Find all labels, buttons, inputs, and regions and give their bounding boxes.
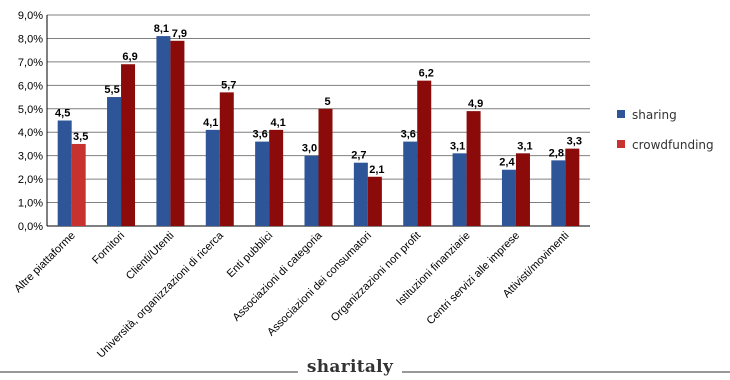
bar-sharing [452,153,467,226]
data-label-crowdfunding: 3,3 [567,136,582,148]
bar-sharing [107,97,122,226]
data-label-sharing: 3,0 [302,143,317,155]
brand-logo: sharitaly [307,357,394,377]
y-tick-label: 3,0% [18,151,43,163]
legend: sharing crowdfunding [617,108,714,152]
bar-crowdfunding [219,92,234,226]
legend-label-sharing: sharing [632,108,677,122]
data-label-crowdfunding: 4,9 [468,98,483,110]
y-tick-label: 1,0% [18,198,43,210]
legend-label-crowdfunding: crowdfunding [632,138,714,152]
data-label-crowdfunding: 6,2 [419,68,434,80]
data-label-crowdfunding: 6,9 [122,51,137,63]
bar-sharing [57,120,72,226]
bar-crowdfunding [269,129,284,226]
bar-sharing [353,162,368,226]
y-tick-label: 0,0% [18,221,43,233]
data-label-crowdfunding: 3,1 [517,140,532,152]
data-label-sharing: 4,1 [203,117,218,129]
footer: sharitaly [0,357,730,377]
data-label-sharing: 4,5 [55,108,70,120]
y-tick-label: 9,0% [18,10,43,22]
bar-crowdfunding [170,40,185,227]
bar-crowdfunding [565,148,580,226]
data-label-crowdfunding: 7,9 [172,28,187,40]
data-label-crowdfunding: 3,5 [73,131,88,143]
data-label-crowdfunding: 5 [324,96,330,108]
bar-sharing [551,160,566,226]
data-label-sharing: 2,4 [499,157,515,169]
data-label-sharing: 2,7 [351,150,366,162]
data-label-sharing: 3,6 [252,129,267,141]
x-tick-label: Organizzazioni non profit [329,230,424,325]
y-tick-label: 2,0% [18,174,43,186]
bar-crowdfunding [121,64,136,226]
data-label-crowdfunding: 4,1 [270,117,285,129]
x-tick-label: Fornitori [90,230,127,267]
legend-swatch-sharing [617,110,625,118]
data-labels: 4,53,55,56,98,1 7,94,15,73,64,13,052,72,1… [55,23,582,176]
bar-crowdfunding [71,143,86,226]
bar-sharing [205,129,220,226]
y-tick-label: 8,0% [18,33,43,45]
x-axis-ticks: Altre piattaforme FornitoriClienti/Utenti… [12,229,571,360]
bar-crowdfunding [318,108,333,226]
bar-sharing [304,155,319,226]
data-label-sharing: 2,8 [549,147,564,159]
bar-sharing [156,36,171,226]
y-tick-label: 6,0% [18,80,43,92]
data-label-sharing: 8,1 [154,23,169,35]
x-tick-label: Altre piattaforme [12,230,78,296]
y-tick-label: 4,0% [18,127,43,139]
data-label-sharing: 3,6 [401,129,416,141]
bar-crowdfunding [417,80,432,227]
x-tick-label: Associazioni di categoria [231,229,326,324]
bar-crowdfunding [466,111,481,226]
y-tick-label: 7,0% [18,57,43,69]
x-tick-label: Clienti/Utenti [124,230,177,283]
y-axis-ticks: 0,0% 1,0% 2,0% 3,0% 4,0% 5,0% 6,0% 7,0% 8,0% 9,0% [18,10,43,233]
bar-crowdfunding [515,153,530,226]
bars [57,36,580,227]
y-tick-label: 5,0% [18,104,43,116]
data-label-sharing: 5,5 [104,84,119,96]
x-tick-label: Associazioni dei consumatori [265,230,374,339]
x-tick-label: Centri servizi alle imprese [425,230,523,328]
bar-sharing [501,169,516,226]
data-label-crowdfunding: 5,7 [221,79,236,91]
legend-swatch-crowdfunding [617,140,625,148]
x-tick-label: Enti pubblici [225,230,275,280]
data-label-crowdfunding: 2,1 [369,164,384,176]
bar-sharing [403,141,418,226]
bar-crowdfunding [367,176,382,226]
bar-sharing [255,141,270,226]
data-label-sharing: 3,1 [450,140,465,152]
